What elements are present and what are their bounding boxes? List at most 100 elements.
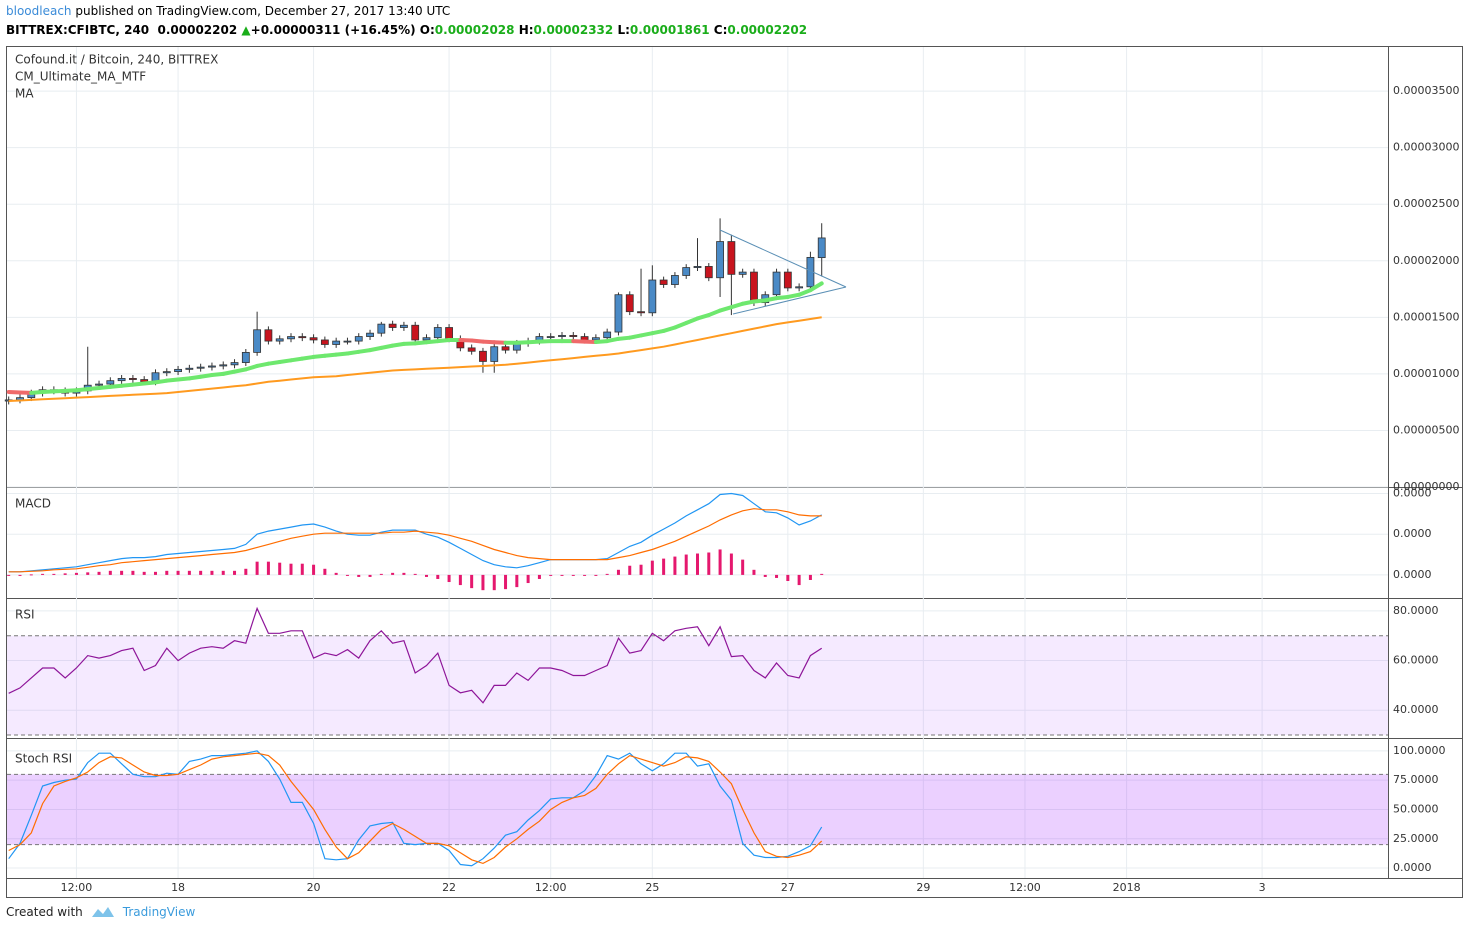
histogram-bar	[571, 574, 575, 576]
histogram-bar	[391, 572, 395, 575]
histogram-bar	[583, 574, 587, 576]
histogram-bar	[165, 570, 169, 575]
histogram-bar	[549, 574, 553, 576]
triangle-lower	[732, 286, 847, 315]
histogram-bar	[278, 562, 282, 575]
histogram-bar	[775, 574, 779, 578]
histogram-bar	[526, 574, 530, 584]
h: 0.00002332	[533, 23, 614, 37]
candle-body	[106, 380, 115, 385]
histogram-bar	[97, 571, 101, 575]
logo	[91, 907, 114, 917]
symbol: BITTREX:CFIBTC, 240	[6, 23, 150, 37]
header-line-2: BITTREX:CFIBTC, 240 0.00002202 ▲+0.00000…	[6, 21, 807, 40]
candle-body	[704, 266, 713, 279]
x-tick-label: 2018	[1113, 881, 1141, 894]
candle-body	[772, 271, 781, 296]
y-tick-label: 75.0000	[1393, 773, 1439, 786]
candle-body	[445, 327, 453, 340]
histogram-bar	[233, 570, 237, 575]
line-series	[8, 752, 823, 865]
histogram-bar	[187, 570, 191, 575]
ma-segment	[706, 308, 723, 318]
histogram-bar	[255, 561, 259, 575]
histogram-bar	[537, 574, 541, 579]
pane-title: MACD	[15, 497, 51, 511]
candle-body	[320, 339, 329, 345]
histogram-bar	[323, 568, 327, 575]
histogram-bar	[424, 574, 428, 577]
histogram-bar	[7, 574, 11, 576]
histogram-bar	[650, 560, 654, 575]
histogram-bar	[752, 569, 756, 575]
histogram-bar	[504, 574, 508, 590]
histogram-bar	[86, 572, 90, 575]
candle-body	[332, 340, 341, 345]
histogram-bar	[153, 571, 157, 575]
candle-body	[659, 279, 668, 285]
published: published on TradingView.com, December 2…	[75, 4, 451, 18]
histogram-bar	[199, 570, 203, 575]
candle-body	[716, 241, 724, 279]
x-tick-label: 29	[916, 881, 930, 894]
histogram-bar	[662, 558, 666, 575]
line-series	[8, 750, 823, 867]
candle-body	[671, 275, 679, 285]
l-label: L:	[617, 23, 630, 37]
y-tick-label: 0.0000	[1393, 568, 1432, 581]
x-tick-label: 22	[442, 881, 456, 894]
histogram-bar	[628, 565, 632, 575]
candle-body	[264, 329, 273, 342]
y-tick-label: 0.00001000	[1393, 367, 1459, 380]
candle-body	[614, 294, 623, 333]
line-series	[8, 316, 822, 402]
y-tick-label: 0.0000	[1393, 861, 1432, 874]
brand[interactable]: TradingView	[122, 905, 196, 919]
band-fill	[7, 635, 1388, 736]
x-tick-label: 3	[1259, 881, 1266, 894]
histogram-bar	[41, 573, 45, 575]
histogram-bar	[696, 553, 699, 575]
pane-title: Stoch RSI	[15, 752, 72, 766]
histogram-bar	[481, 574, 485, 591]
candle-body	[287, 336, 295, 340]
histogram-bar	[266, 561, 270, 575]
created-with: Created with	[6, 905, 83, 919]
y-tick-label: 0.0000	[1393, 527, 1432, 540]
candle-body	[174, 368, 182, 373]
x-tick-label: 12:00	[61, 881, 93, 894]
candle-body	[366, 332, 374, 337]
legend-entry: MA	[15, 87, 34, 101]
candle-body	[309, 337, 318, 341]
l: 0.00001861	[629, 23, 710, 37]
user[interactable]: bloodleach	[6, 4, 72, 18]
y-tick-label: 0.00002500	[1393, 197, 1459, 210]
candle-body	[693, 266, 702, 268]
histogram-bar	[560, 574, 564, 576]
candle-body	[388, 323, 397, 328]
pane-title: RSI	[15, 608, 35, 622]
histogram-bar	[729, 553, 733, 575]
histogram-bar	[707, 552, 711, 575]
candle-body	[546, 336, 555, 338]
histogram-bar	[763, 574, 767, 577]
histogram-bar	[605, 573, 609, 575]
histogram-bar	[413, 573, 417, 575]
y-tick-label: 40.0000	[1393, 703, 1439, 716]
x-tick-label: 20	[307, 881, 321, 894]
band-fill	[7, 774, 1388, 845]
candle-body	[377, 323, 386, 334]
candle-body	[817, 237, 826, 259]
c-label: C:	[713, 23, 728, 37]
header: bloodleach published on TradingView.com,…	[6, 2, 807, 40]
histogram-bar	[379, 573, 383, 575]
histogram-bar	[492, 574, 496, 591]
candle-body	[241, 351, 250, 363]
histogram-bar	[786, 574, 790, 582]
frame	[6, 46, 1463, 898]
candle-body	[501, 346, 510, 351]
line-series	[8, 508, 822, 573]
y-tick-label: 0.00001500	[1393, 310, 1459, 323]
candle-body	[411, 324, 420, 341]
candle-body	[129, 378, 137, 380]
